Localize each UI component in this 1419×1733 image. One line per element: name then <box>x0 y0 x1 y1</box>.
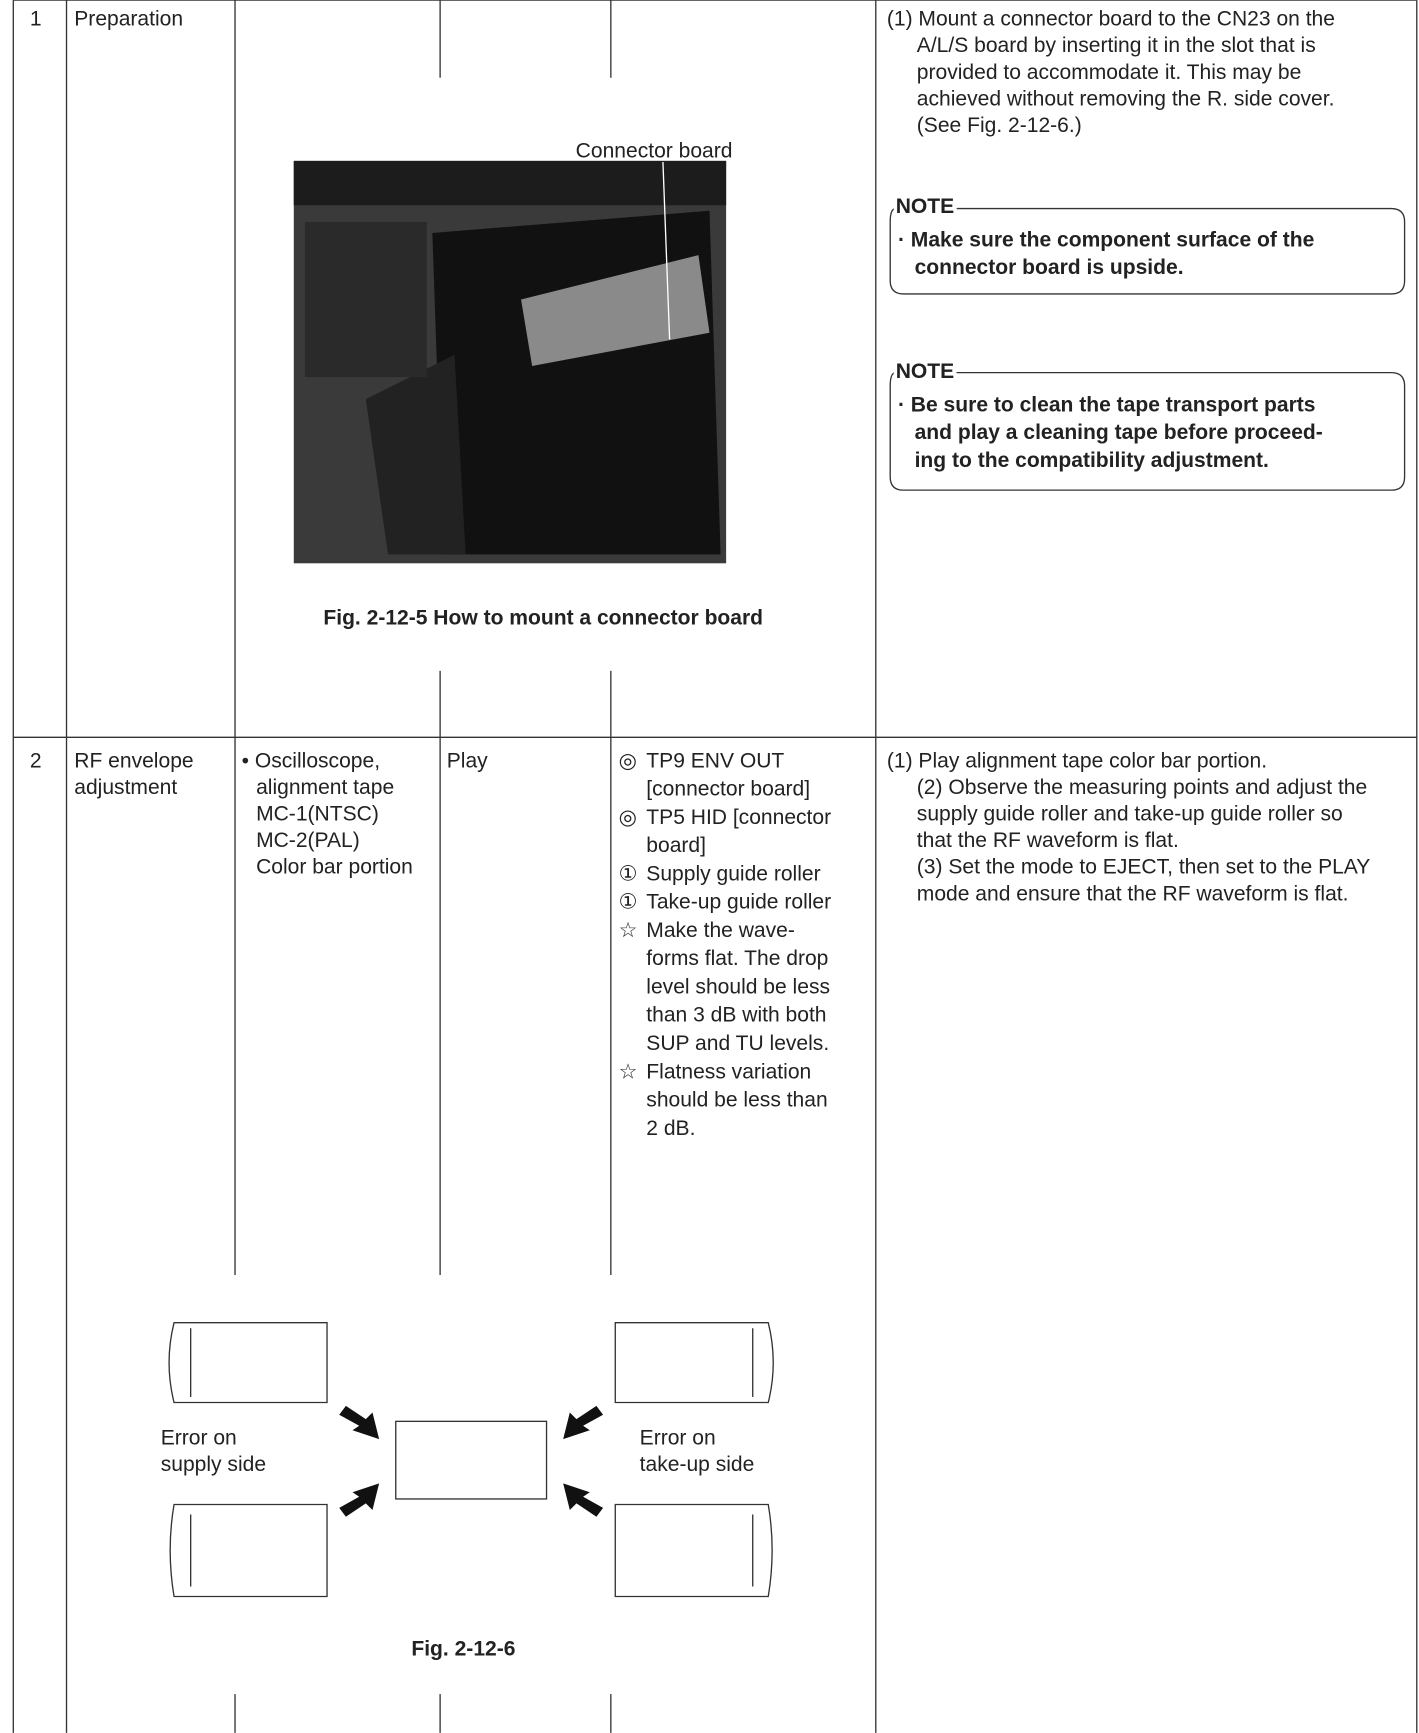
row-number: 1 <box>30 8 42 31</box>
point-line: TP9 ENV OUT <box>646 749 784 772</box>
point-mark: ◎ <box>619 806 637 829</box>
point-line: TP5 HID [connector <box>646 806 831 829</box>
item: RF envelope <box>74 749 193 772</box>
point-line: SUP and TU levels. <box>646 1032 829 1055</box>
equipment-line: MC-2(PAL) <box>256 829 360 852</box>
point-line: Make the wave- <box>646 919 795 942</box>
note-label: NOTE <box>896 360 954 383</box>
point-line: 2 dB. <box>646 1117 695 1140</box>
point-mark: ☆ <box>619 1060 638 1083</box>
point-line: Supply guide roller <box>646 862 820 885</box>
note-line: and play a cleaning tape before proceed- <box>915 421 1323 444</box>
callout: Connector board <box>576 140 733 163</box>
procedure-line: (1) Mount a connector board to the CN23 … <box>887 8 1335 31</box>
procedure-line: (3) Set the mode to EJECT, then set to t… <box>917 856 1371 879</box>
mode: Play <box>447 749 488 772</box>
procedure-line: achieved without removing the R. side co… <box>917 87 1335 110</box>
procedure-line: (1) Play alignment tape color bar portio… <box>887 749 1267 772</box>
point-line: [connector board] <box>646 778 810 801</box>
fig-label: supply side <box>161 1453 266 1476</box>
procedure-line: that the RF waveform is flat. <box>917 829 1179 852</box>
point-line: level should be less <box>646 975 830 998</box>
procedure-line: (2) Observe the measuring points and adj… <box>917 776 1367 799</box>
procedure-line: (See Fig. 2-12-6.) <box>917 114 1082 137</box>
equipment-line: MC-1(NTSC) <box>256 803 379 826</box>
equipment-line: Color bar portion <box>256 856 413 879</box>
note-line: ing to the compatibility adjustment. <box>915 449 1269 472</box>
note-line: · Make sure the component surface of the <box>898 228 1314 251</box>
equipment-line: • Oscilloscope, <box>242 749 380 772</box>
fig-6-shapes <box>168 1322 774 1598</box>
note-boxes <box>889 207 1406 491</box>
procedure-line: supply guide roller and take-up guide ro… <box>917 803 1343 826</box>
photo <box>293 160 727 564</box>
item: Preparation <box>74 8 183 31</box>
caption: Fig. 2-12-6 <box>411 1637 515 1660</box>
point-mark: ☆ <box>619 919 638 942</box>
row-number: 2 <box>30 749 42 772</box>
fig-label: Error on <box>640 1427 716 1450</box>
point-line: forms flat. The drop <box>646 947 828 970</box>
point-mark: ① <box>619 862 638 885</box>
point-mark: ① <box>619 891 638 914</box>
fig-label: take-up side <box>640 1453 755 1476</box>
point-mark: ◎ <box>619 749 637 772</box>
point-line: than 3 dB with both <box>646 1004 826 1027</box>
caption: Fig. 2-12-5 How to mount a connector boa… <box>323 606 763 629</box>
equipment-line: alignment tape <box>256 776 394 799</box>
procedure-line: mode and ensure that the RF waveform is … <box>917 882 1349 905</box>
table-grid <box>12 0 1418 1733</box>
fig-label: Error on <box>161 1427 237 1450</box>
note-line: · Be sure to clean the tape transport pa… <box>898 393 1316 416</box>
note-line: connector board is upside. <box>915 256 1184 279</box>
point-line: Take-up guide roller <box>646 891 831 914</box>
point-line: Flatness variation <box>646 1060 811 1083</box>
item: adjustment <box>74 776 177 799</box>
point-line: should be less than <box>646 1089 827 1112</box>
procedure-line: provided to accommodate it. This may be <box>917 61 1302 84</box>
note-label: NOTE <box>896 195 954 218</box>
point-line: board] <box>646 834 706 857</box>
procedure-line: A/L/S board by inserting it in the slot … <box>917 34 1316 57</box>
